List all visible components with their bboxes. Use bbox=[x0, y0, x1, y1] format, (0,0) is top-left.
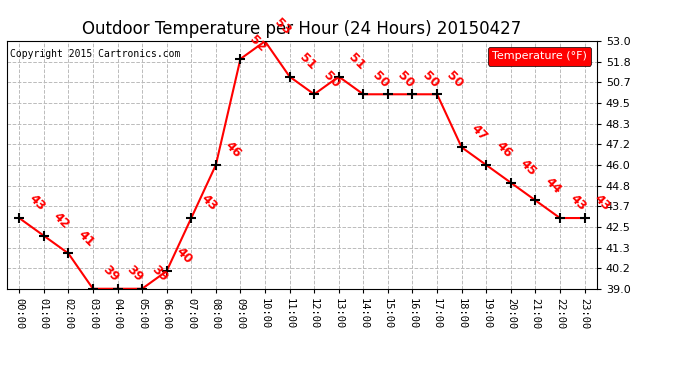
Text: 45: 45 bbox=[518, 157, 540, 178]
Text: 53: 53 bbox=[272, 16, 293, 37]
Text: 50: 50 bbox=[420, 69, 441, 90]
Text: 46: 46 bbox=[223, 140, 244, 161]
Text: 50: 50 bbox=[371, 69, 392, 90]
Text: 50: 50 bbox=[444, 69, 466, 90]
Text: 44: 44 bbox=[542, 175, 564, 196]
Text: 43: 43 bbox=[567, 192, 589, 214]
Text: 40: 40 bbox=[174, 245, 195, 267]
Text: 41: 41 bbox=[75, 228, 97, 249]
Text: 42: 42 bbox=[51, 210, 72, 231]
Text: 43: 43 bbox=[198, 192, 219, 214]
Text: 50: 50 bbox=[395, 69, 417, 90]
Title: Outdoor Temperature per Hour (24 Hours) 20150427: Outdoor Temperature per Hour (24 Hours) … bbox=[82, 20, 522, 38]
Text: 39: 39 bbox=[149, 263, 170, 285]
Text: 39: 39 bbox=[124, 263, 146, 285]
Text: 51: 51 bbox=[297, 51, 318, 72]
Text: 47: 47 bbox=[469, 122, 490, 143]
Text: 51: 51 bbox=[346, 51, 367, 72]
Text: 43: 43 bbox=[26, 192, 48, 214]
Text: Copyright 2015 Cartronics.com: Copyright 2015 Cartronics.com bbox=[10, 49, 180, 58]
Text: 50: 50 bbox=[321, 69, 343, 90]
Text: 39: 39 bbox=[100, 263, 121, 285]
Legend: Temperature (°F): Temperature (°F) bbox=[488, 47, 591, 66]
Text: 43: 43 bbox=[591, 192, 613, 214]
Text: 46: 46 bbox=[493, 140, 515, 161]
Text: 52: 52 bbox=[248, 33, 269, 55]
